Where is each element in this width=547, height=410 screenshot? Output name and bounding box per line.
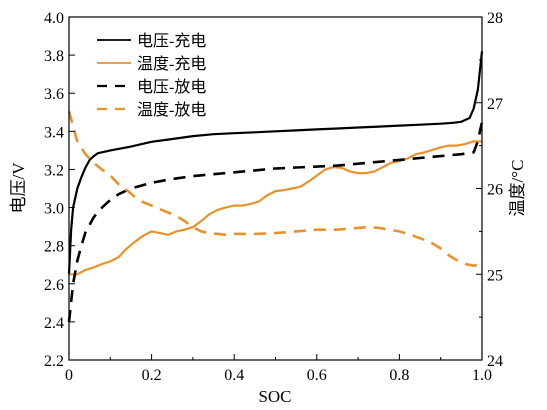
x-tick-label: 0.8 (389, 367, 409, 384)
y-left-tick-label: 2.2 (44, 353, 64, 370)
x-axis-label: SOC (258, 387, 291, 406)
y-left-tick-label: 2.6 (44, 277, 64, 294)
y-left-tick-label: 3.0 (44, 201, 64, 218)
x-tick-label: 0.6 (307, 367, 327, 384)
y-right-tick-label: 27 (487, 96, 503, 113)
y-left-tick-label: 3.8 (44, 48, 64, 65)
series-line-4 (67, 110, 483, 268)
x-tick-label: 0.2 (142, 367, 162, 384)
legend-label-1: 电压-充电 (137, 32, 206, 50)
x-tick-label: 0 (65, 367, 73, 384)
axis-ticks (68, 16, 483, 361)
y-left-tick-label: 3.6 (44, 86, 64, 103)
plot-lines (67, 51, 484, 323)
y-left-tick-label: 2.4 (44, 315, 64, 332)
series-line-2 (69, 140, 482, 276)
y-left-tick-label: 3.2 (44, 162, 64, 179)
plot-frame (68, 16, 483, 361)
series-line-3 (67, 121, 484, 323)
y-right-tick-label: 25 (487, 267, 503, 284)
x-tick-label: 0.4 (224, 367, 244, 384)
y-axis-right-label: 温度/°C (508, 160, 527, 217)
y-left-tick-label: 2.8 (44, 239, 64, 256)
series-line-1 (67, 51, 484, 275)
y-right-tick-label: 24 (487, 353, 503, 370)
legend-label-2: 温度-充电 (137, 55, 206, 73)
y-right-tick-label: 28 (487, 10, 503, 27)
axis-tick-labels: 0 0.2 0.4 0.6 0.8 1.0 2.2 2.4 2.6 2.8 3.0 3.2 3.4 3.6… (44, 10, 503, 384)
legend-label-4: 温度-放电 (137, 101, 206, 119)
y-left-tick-label: 3.4 (44, 124, 64, 141)
legend-label-3: 电压-放电 (137, 78, 206, 96)
y-left-tick-label: 4.0 (44, 10, 64, 27)
y-axis-left-label: 电压/V (9, 162, 28, 214)
y-right-tick-label: 26 (487, 182, 503, 199)
x-tick-label: 1.0 (472, 367, 492, 384)
